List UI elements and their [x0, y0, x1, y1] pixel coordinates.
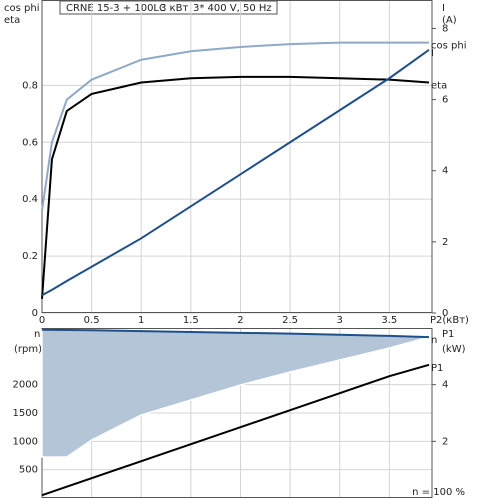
y-tick-label: 1500 — [13, 408, 38, 419]
series-label: I — [431, 48, 434, 59]
y-label: cos phi — [4, 3, 39, 14]
series-label: n — [431, 335, 437, 346]
y-tick-label: 0 — [32, 308, 38, 319]
x-tick-label: 3.5 — [381, 315, 397, 326]
series-label: P1 — [431, 363, 443, 374]
y2-label: I — [442, 3, 445, 14]
plot-frame — [41, 0, 433, 313]
series-line — [41, 328, 430, 339]
series-label: cos phi — [431, 41, 466, 52]
y-tick-label: 0.8 — [22, 80, 38, 91]
title-power: 3 кВт — [160, 3, 188, 14]
x-label: P2(кВт) — [430, 315, 469, 326]
annotation: n = 100 % — [412, 487, 465, 498]
y-tick-label: 2000 — [13, 380, 38, 391]
series-label: eta — [431, 81, 447, 92]
title-model: CRNE 15-3 + 100LC — [66, 3, 166, 14]
y-tick-label: 0.4 — [22, 194, 38, 205]
y-tick-label: 500 — [19, 465, 38, 476]
y2-tick-label: 8 — [442, 23, 448, 34]
series-line — [41, 363, 430, 497]
x-tick-label: 1 — [138, 315, 144, 326]
series-line — [41, 48, 430, 297]
y2-tick-label: 2 — [442, 237, 448, 248]
y2-label: (kW) — [442, 344, 466, 355]
x-tick-label: 3 — [337, 315, 343, 326]
x-tick-label: 1.5 — [183, 315, 199, 326]
y2-label: P1 — [442, 329, 454, 340]
y2-tick-label: 4 — [442, 166, 448, 177]
y-label: n — [34, 329, 40, 340]
series-line — [41, 75, 430, 299]
y-tick-label: 0.6 — [22, 137, 38, 148]
y-tick-label: 1000 — [13, 436, 38, 447]
title-supply: 3* 400 V, 50 Hz — [193, 3, 272, 14]
x-tick-label: 2.5 — [282, 315, 298, 326]
y2-tick-label: 2 — [442, 436, 448, 447]
x-tick-label: 2 — [237, 315, 243, 326]
series-line — [41, 41, 430, 211]
band-area — [41, 328, 430, 458]
y2-tick-label: 0 — [442, 308, 448, 319]
y-tick-label: 0.2 — [22, 251, 38, 262]
y2-tick-label: 4 — [442, 380, 448, 391]
x-tick-label: 0 — [39, 315, 45, 326]
y2-tick-label: 6 — [442, 95, 448, 106]
y2-label: (A) — [442, 15, 457, 26]
x-tick-label: 0.5 — [84, 315, 100, 326]
y-label: (rpm) — [14, 344, 42, 355]
y-label: eta — [4, 15, 20, 26]
